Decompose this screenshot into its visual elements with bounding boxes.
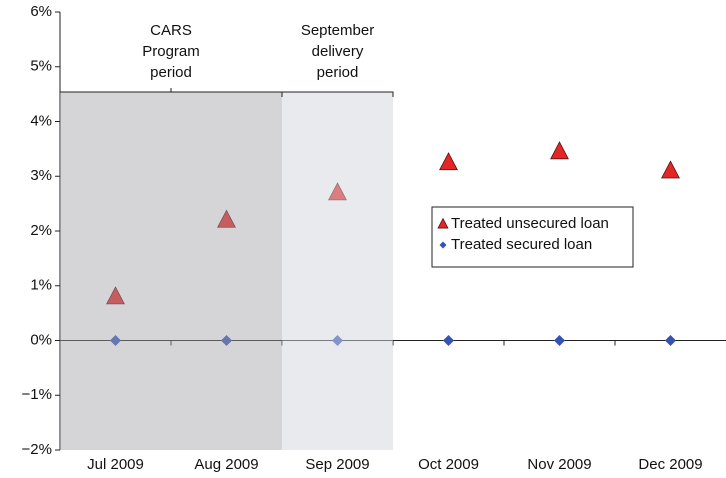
y-tick-label: −1%: [22, 386, 52, 403]
legend-label: Treated unsecured loan: [451, 215, 609, 232]
point: [554, 335, 565, 346]
september-period-shade: [282, 92, 393, 450]
annotation: delivery: [312, 43, 364, 60]
legend: [431, 206, 634, 268]
x-tick-label: Oct 2009: [418, 456, 479, 473]
y-tick-label: 5%: [30, 58, 52, 75]
y-tick-label: −2%: [22, 441, 52, 458]
x-tick-label: Nov 2009: [527, 456, 591, 473]
cars-period-shade: [60, 92, 282, 450]
point: [661, 160, 680, 179]
point: [217, 209, 236, 228]
y-tick-label: 4%: [30, 112, 52, 129]
annotation: September: [301, 22, 374, 39]
bracket: [281, 91, 394, 97]
annotation: period: [317, 64, 359, 81]
point: [110, 335, 121, 346]
point: [106, 286, 125, 305]
point: [221, 335, 232, 346]
legend-label: Treated secured loan: [451, 236, 592, 253]
bracket: [60, 88, 282, 93]
annotation: period: [150, 64, 192, 81]
point: [439, 152, 458, 171]
y-tick-label: 3%: [30, 167, 52, 184]
point: [439, 241, 447, 249]
y-tick-label: 1%: [30, 277, 52, 294]
y-tick-label: 2%: [30, 222, 52, 239]
annotation: CARS: [150, 22, 192, 39]
y-tick-label: 6%: [30, 3, 52, 20]
x-tick-label: Dec 2009: [638, 456, 702, 473]
point: [665, 335, 676, 346]
point: [550, 141, 569, 160]
point: [443, 335, 454, 346]
x-tick-label: Jul 2009: [87, 456, 144, 473]
annotation: Program: [142, 43, 200, 60]
y-tick-label: 0%: [30, 331, 52, 348]
point: [437, 217, 449, 229]
x-tick-label: Aug 2009: [194, 456, 258, 473]
x-tick-label: Sep 2009: [305, 456, 369, 473]
